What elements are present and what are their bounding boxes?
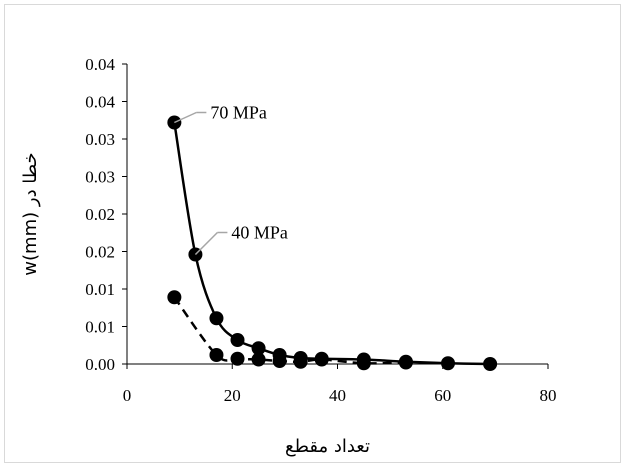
y-tick-label: 0.00: [85, 355, 115, 374]
annotation-label: 70 MPa: [210, 103, 267, 123]
data-point-series-0: [483, 357, 498, 371]
data-point-series-0: [230, 333, 245, 347]
y-tick-label: 0.03: [85, 130, 115, 149]
annotation-label: 40 MPa: [231, 223, 288, 243]
data-point-series-1: [167, 290, 182, 305]
data-point-series-1: [398, 355, 413, 370]
y-tick-label: 0.04: [85, 93, 115, 112]
data-point-series-0: [251, 341, 266, 356]
y-tick-label: 0.01: [85, 318, 115, 337]
x-tick-label: 80: [540, 386, 557, 405]
series-line-0: [173, 122, 491, 366]
x-axis-title: تعداد مقطع: [285, 436, 370, 457]
chart-frame: [4, 4, 621, 463]
y-tick-label: 0.02: [85, 205, 115, 224]
data-point-series-1: [314, 352, 329, 367]
data-point-series-0: [441, 356, 456, 371]
data-point-series-1: [272, 354, 287, 368]
annotation-leader: [194, 231, 218, 256]
annotations: 70 MPa 40 MPa: [174, 103, 288, 256]
series-line-1: [173, 296, 406, 365]
data-point-series-1: [209, 348, 224, 362]
x-tick-label: 40: [329, 386, 346, 405]
data-point-series-0: [209, 311, 224, 326]
x-tick-label: 0: [123, 386, 132, 405]
y-axis-ticks: 0.00 0.01 0.01 0.02 0.02 0.03 0.03 0.04 0.04: [85, 55, 127, 374]
x-tick-label: 20: [224, 386, 241, 405]
x-tick-label: 60: [434, 386, 451, 405]
axes: [126, 64, 548, 365]
data-point-series-1: [356, 356, 371, 371]
series-points: [167, 115, 498, 371]
data-point-series-1: [230, 351, 245, 366]
annotation-leader: [174, 111, 197, 124]
series-lines: [173, 122, 491, 366]
y-tick-label: 0.01: [85, 280, 115, 299]
y-tick-label: 0.03: [85, 168, 115, 187]
y-tick-label: 0.04: [85, 55, 115, 74]
y-axis-title: w(mm) خطا در: [20, 152, 41, 275]
y-tick-label: 0.02: [85, 243, 115, 262]
data-point-series-1: [293, 354, 308, 369]
data-point-series-1: [251, 352, 266, 367]
x-axis-ticks: 0 20 40 60 80: [123, 364, 557, 405]
